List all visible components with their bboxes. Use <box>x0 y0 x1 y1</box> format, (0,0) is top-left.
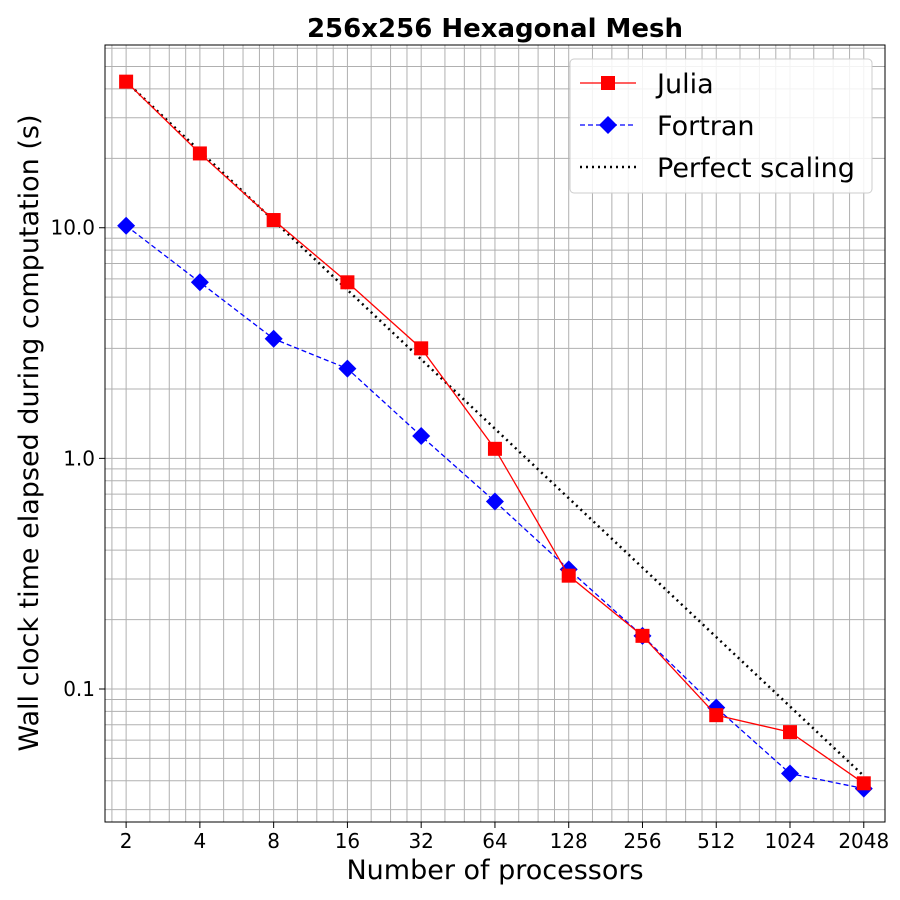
x-tick-label: 1024 <box>765 829 816 853</box>
x-tick-label: 16 <box>335 829 360 853</box>
legend-perfect-scaling-label: Perfect scaling <box>657 153 855 184</box>
fortran-point <box>338 359 357 378</box>
grid <box>105 45 885 822</box>
series-layer <box>117 74 873 798</box>
julia-point <box>192 146 207 161</box>
fortran-point <box>412 427 431 446</box>
x-tick-label: 2048 <box>838 829 889 853</box>
x-tick-label: 8 <box>267 829 280 853</box>
y-axis-label: Wall clock time elapsed during computati… <box>14 115 45 752</box>
fortran-point <box>264 329 283 348</box>
julia-point <box>561 568 576 583</box>
y-tick-label: 0.1 <box>63 677 95 701</box>
legend-fortran-label: Fortran <box>657 111 755 142</box>
y-tick-label: 1.0 <box>63 446 95 470</box>
fortran-point <box>190 273 209 292</box>
x-tick-label: 32 <box>408 829 433 853</box>
x-tick-label: 4 <box>194 829 207 853</box>
legend-fortran-marker <box>599 116 617 134</box>
julia-point <box>783 725 798 740</box>
x-tick-label: 2 <box>120 829 133 853</box>
julia-point <box>119 74 134 89</box>
x-tick-label: 64 <box>482 829 507 853</box>
legend-box <box>569 58 873 194</box>
legend: Julia Fortran Perfect scaling <box>569 58 873 194</box>
julia-point <box>266 213 281 228</box>
ticks: 2 4 8 16 32 64 128 256 512 1024 2048 0.1 1.0 10.0 <box>50 216 889 853</box>
fortran-point <box>781 764 800 783</box>
legend-julia-marker <box>601 76 615 90</box>
julia-point <box>414 341 429 356</box>
x-tick-label: 128 <box>550 829 588 853</box>
x-axis-label: Number of processors <box>346 855 643 886</box>
julia-point <box>487 441 502 456</box>
julia-point <box>635 628 650 643</box>
julia-point <box>340 275 355 290</box>
x-tick-label: 512 <box>697 829 735 853</box>
julia-point <box>709 708 724 723</box>
fortran-point <box>485 492 504 511</box>
chart-title: 256x256 Hexagonal Mesh <box>307 14 683 44</box>
julia-point <box>856 776 871 791</box>
y-tick-label: 10.0 <box>50 216 95 240</box>
fortran-line <box>125 225 864 790</box>
legend-julia-label: Julia <box>655 69 714 100</box>
x-tick-label: 256 <box>623 829 661 853</box>
fortran-point <box>117 216 136 235</box>
julia-series <box>119 74 871 791</box>
